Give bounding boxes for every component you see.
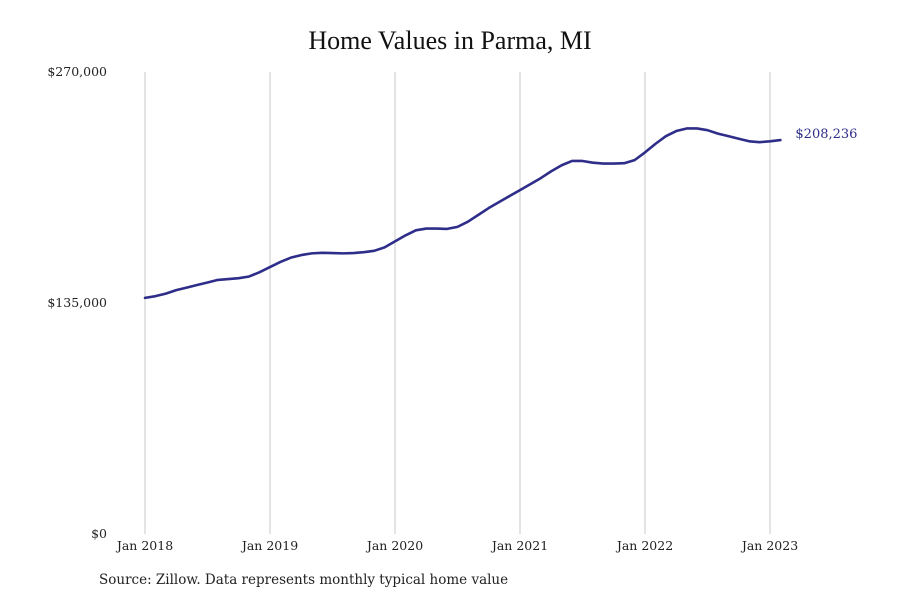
vertical-gridlines (144, 72, 771, 534)
y-tick-label: $0 (91, 526, 107, 541)
source-note: Source: Zillow. Data represents monthly … (99, 572, 509, 588)
chart-title: Home Values in Parma, MI (308, 26, 592, 55)
x-tick-label: Jan 2021 (490, 538, 548, 553)
series-line-home-value (143, 127, 782, 300)
y-tick-label: $135,000 (47, 295, 107, 310)
x-tick-label: Jan 2019 (240, 538, 298, 553)
end-value-group: $208,236 (795, 127, 857, 142)
x-tick-label: Jan 2023 (740, 538, 798, 553)
x-tick-label: Jan 2018 (115, 538, 173, 553)
y-tick-label: $270,000 (47, 64, 107, 79)
end-value-label: $208,236 (795, 127, 857, 142)
series-group (143, 127, 782, 300)
x-axis-ticks: Jan 2018 Jan 2019 Jan 2020 Jan 2021 Jan 2022… (115, 538, 798, 553)
x-tick-label: Jan 2022 (615, 538, 673, 553)
x-tick-label: Jan 2020 (365, 538, 423, 553)
y-axis-ticks: $0 $135,000 $270,000 (47, 64, 107, 541)
